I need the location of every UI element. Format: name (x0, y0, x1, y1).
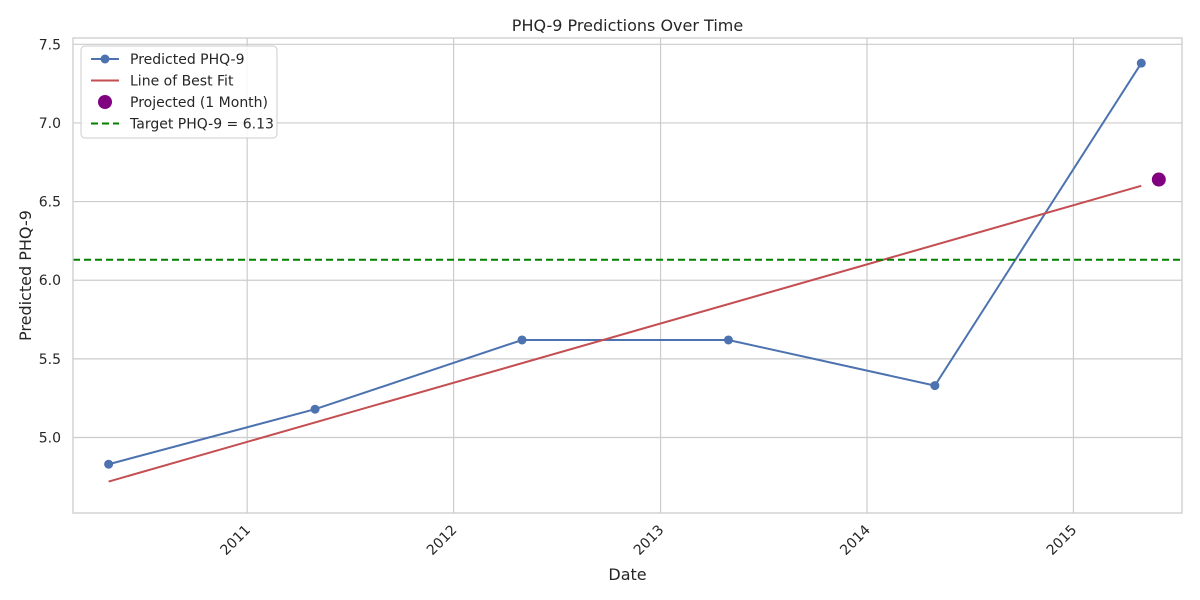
predicted-phq-9-marker (930, 381, 940, 391)
projected-1-month-marker (1151, 172, 1166, 187)
predicted-phq-9-marker (1136, 58, 1146, 68)
legend: Predicted PHQ-9 Line of Best Fit Projected… (80, 45, 278, 139)
chart-title: PHQ-9 Predictions Over Time (512, 16, 743, 35)
y-tick-label: 5.5 (39, 352, 61, 368)
y-tick-label: 6.0 (39, 273, 61, 289)
legend-swatch-projected-1-month (98, 95, 112, 109)
y-tick-label: 6.5 (39, 195, 61, 211)
legend-label-projected-1-month: Projected (1 Month) (130, 95, 268, 111)
y-axis-title: Predicted PHQ-9 (16, 210, 35, 341)
y-tick-label: 7.5 (39, 37, 61, 53)
legend-label-predicted-phq-9: Predicted PHQ-9 (130, 52, 245, 68)
predicted-phq-9-marker (104, 459, 114, 469)
legend-marker-predicted-phq-9 (100, 54, 110, 64)
series-layer (73, 58, 1182, 483)
predicted-phq-9-line (108, 62, 1143, 466)
grid-lines (73, 38, 1182, 513)
predicted-phq-9-marker (517, 335, 527, 345)
plot-frame (72, 37, 1183, 514)
predicted-phq-9-marker (310, 404, 320, 414)
predicted-phq-9-marker (723, 335, 733, 345)
y-tick-label: 7.0 (39, 116, 61, 132)
legend-label-target-phq-9-6-13: Target PHQ-9 = 6.13 (129, 117, 274, 133)
x-axis-title: Date (608, 565, 646, 584)
line-of-best-fit-line (108, 184, 1142, 483)
legend-box (80, 45, 278, 139)
y-tick-label: 5.0 (39, 431, 61, 447)
legend-label-line-of-best-fit: Line of Best Fit (130, 74, 234, 90)
